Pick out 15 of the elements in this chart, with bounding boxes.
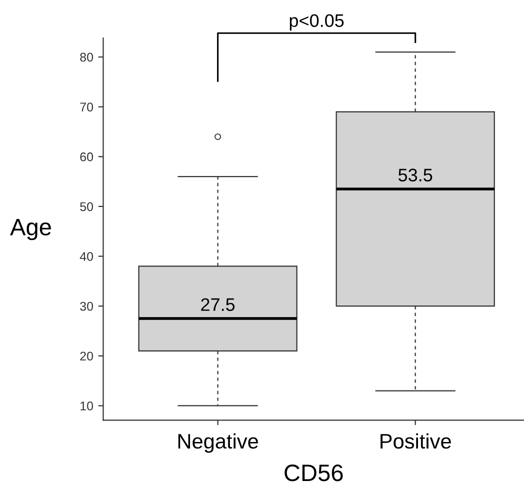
y-tick-label: 80: [80, 52, 94, 62]
annotation: 53.5: [398, 168, 432, 182]
annotation: 27.5: [201, 298, 235, 311]
text: p<0.05: [290, 14, 344, 31]
x-axis-title: CD56: [284, 464, 343, 482]
y-tick-label: 10: [80, 402, 94, 410]
y-tick-label: 50: [80, 202, 94, 212]
y-tick-label: 40: [80, 252, 94, 261]
y-tick-label: 60: [80, 152, 94, 162]
y-tick-label: 30: [80, 302, 94, 311]
x-tick-label: Positive: [380, 433, 451, 449]
y-tick-label: 20: [80, 352, 94, 361]
y-tick-label: 70: [80, 102, 94, 112]
y-axis-title: Age: [10, 218, 51, 240]
x-tick-label: Negative: [178, 433, 258, 453]
